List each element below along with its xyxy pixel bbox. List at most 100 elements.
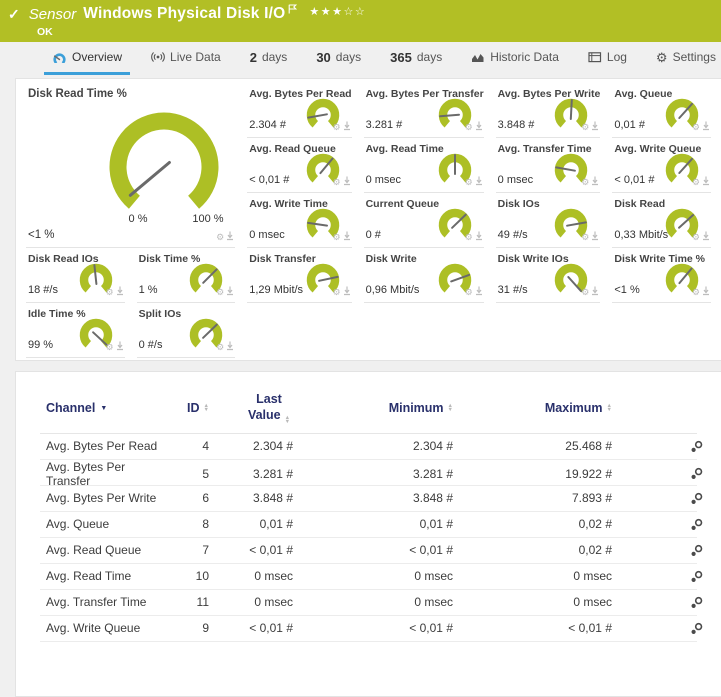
pin-icon[interactable] [591, 173, 599, 191]
gear-icon[interactable]: ⚙ [465, 288, 473, 297]
minimum-value: 0 msec [293, 595, 453, 609]
gear-icon: ⚙ [656, 51, 668, 64]
column-header-id[interactable]: ID ▲▼ [166, 401, 209, 415]
pin-icon[interactable] [343, 283, 351, 301]
gauge-value: 3.281 # [366, 119, 403, 131]
channel-id: 7 [166, 543, 209, 557]
gear-icon[interactable]: ⚙ [581, 288, 589, 297]
tab-30-days[interactable]: 30 days [308, 42, 369, 75]
column-header-minimum[interactable]: Minimum ▲▼ [293, 401, 453, 415]
gauge-value: 0 # [366, 229, 381, 241]
gauge-title: Avg. Write Time [247, 193, 351, 210]
gear-icon[interactable]: ⚙ [692, 123, 700, 132]
gear-icon[interactable]: ⚙ [333, 123, 341, 132]
channel-name[interactable]: Avg. Bytes Per Transfer [46, 460, 166, 488]
tab-overview[interactable]: Overview [44, 42, 130, 75]
pin-icon[interactable] [475, 118, 483, 136]
channel-table-panel: Channel ▼ ID ▲▼ Last Value▲▼ Minimum ▲▼ … [15, 371, 721, 697]
gear-icon[interactable]: ⚙ [581, 178, 589, 187]
pin-icon[interactable] [116, 283, 124, 301]
gauge-value: 18 #/s [28, 284, 58, 296]
channel-name[interactable]: Avg. Read Time [46, 569, 166, 583]
pin-icon[interactable] [702, 283, 710, 301]
channel-settings-button[interactable] [612, 544, 703, 557]
pin-icon[interactable] [226, 338, 234, 356]
pin-icon[interactable] [591, 228, 599, 246]
gauge-scale-max: 100 % [184, 213, 232, 225]
sort-desc-icon[interactable]: ▼ [100, 405, 107, 412]
tab-settings[interactable]: ⚙ Settings [648, 42, 721, 75]
pin-icon[interactable] [591, 118, 599, 136]
tab-365-days[interactable]: 365 days [382, 42, 450, 75]
pin-icon[interactable] [343, 173, 351, 191]
column-header-maximum[interactable]: Maximum ▲▼ [453, 401, 612, 415]
gear-icon[interactable]: ⚙ [106, 343, 114, 352]
channel-settings-button[interactable] [612, 518, 703, 531]
channel-settings-button[interactable] [612, 570, 703, 583]
gear-icon[interactable]: ⚙ [333, 288, 341, 297]
tab-historic-data[interactable]: Historic Data [463, 42, 567, 75]
primary-gauge-tile: Disk Read Time % 0 % 100 % <1 % ⚙ [26, 83, 235, 248]
table-row: Avg. Write Queue 9 < 0,01 # < 0,01 # < 0… [40, 616, 697, 642]
tab-live-data[interactable]: Live Data [143, 42, 229, 75]
gear-icon[interactable]: ⚙ [581, 123, 589, 132]
pin-icon[interactable] [475, 173, 483, 191]
table-row: Avg. Bytes Per Read 4 2.304 # 2.304 # 25… [40, 434, 697, 460]
pin-icon[interactable] [226, 228, 234, 246]
gauge-title: Split IOs [137, 303, 236, 320]
sort-icon[interactable]: ▲▼ [607, 404, 612, 413]
gauge-tile: Split IOs 0 #/s ⚙ [137, 303, 236, 358]
gear-icon[interactable]: ⚙ [216, 288, 224, 297]
channel-name[interactable]: Avg. Bytes Per Write [46, 491, 166, 505]
gear-icon[interactable]: ⚙ [216, 343, 224, 352]
gear-icon[interactable]: ⚙ [692, 178, 700, 187]
table-row: Avg. Bytes Per Write 6 3.848 # 3.848 # 7… [40, 486, 697, 512]
gear-icon[interactable]: ⚙ [581, 233, 589, 242]
pin-icon[interactable] [116, 338, 124, 356]
gear-icon[interactable]: ⚙ [692, 288, 700, 297]
gear-icon[interactable]: ⚙ [465, 178, 473, 187]
pin-icon[interactable] [702, 228, 710, 246]
channel-settings-button[interactable] [612, 492, 703, 505]
gear-icon[interactable]: ⚙ [216, 233, 224, 242]
pin-icon[interactable] [702, 118, 710, 136]
pin-icon[interactable] [343, 118, 351, 136]
channel-name[interactable]: Avg. Transfer Time [46, 595, 166, 609]
gauge-value: 0 #/s [139, 339, 163, 351]
pin-icon[interactable] [226, 283, 234, 301]
column-header-last-value[interactable]: Last Value▲▼ [209, 392, 293, 425]
pin-icon[interactable] [475, 283, 483, 301]
gauge-title: Disk Write IOs [496, 248, 601, 265]
status-check-icon: ✓ [8, 7, 20, 21]
priority-stars[interactable]: ★★★☆☆ [309, 5, 366, 18]
gauge-value: 2.304 # [249, 119, 286, 131]
gear-icon[interactable]: ⚙ [465, 123, 473, 132]
sort-icon[interactable]: ▲▼ [285, 416, 290, 425]
column-header-channel[interactable]: Channel ▼ [46, 401, 166, 415]
channel-settings-button[interactable] [612, 596, 703, 609]
channel-id: 6 [166, 491, 209, 505]
channel-name[interactable]: Avg. Read Queue [46, 543, 166, 557]
maximum-value: 0,02 # [453, 517, 612, 531]
maximum-value: 25.468 # [453, 439, 612, 453]
tab-log[interactable]: Log [580, 42, 635, 75]
gauge-tile: Avg. Read Time 0 msec ⚙ [364, 138, 484, 193]
channel-settings-button[interactable] [612, 440, 703, 453]
channel-name[interactable]: Avg. Queue [46, 517, 166, 531]
gear-icon[interactable]: ⚙ [333, 178, 341, 187]
pin-icon[interactable] [702, 173, 710, 191]
pin-icon[interactable] [343, 228, 351, 246]
maximum-value: < 0,01 # [453, 621, 612, 635]
gear-icon[interactable]: ⚙ [465, 233, 473, 242]
channel-settings-button[interactable] [612, 622, 703, 635]
channel-name[interactable]: Avg. Bytes Per Read [46, 439, 166, 453]
primary-gauge-value: <1 % [28, 229, 55, 241]
channel-name[interactable]: Avg. Write Queue [46, 621, 166, 635]
gear-icon[interactable]: ⚙ [692, 233, 700, 242]
channel-settings-button[interactable] [612, 467, 703, 480]
pin-icon[interactable] [475, 228, 483, 246]
tab-2-days[interactable]: 2 days [242, 42, 296, 75]
pin-icon[interactable] [591, 283, 599, 301]
gear-icon[interactable]: ⚙ [106, 288, 114, 297]
gear-icon[interactable]: ⚙ [333, 233, 341, 242]
